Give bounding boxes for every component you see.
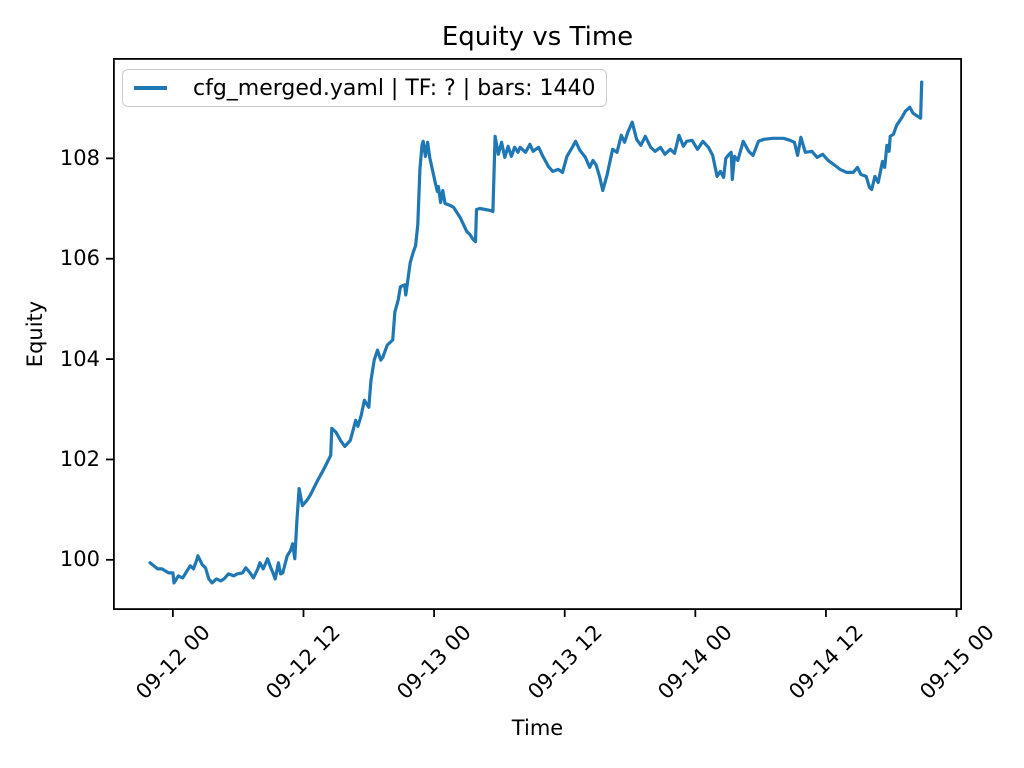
x-tick-label: 09-14 12: [784, 620, 868, 704]
legend-line-swatch: [134, 86, 167, 90]
y-tick-label: 102: [59, 446, 100, 471]
x-tick-label: 09-12 00: [130, 620, 215, 704]
equity-line: [148, 80, 924, 585]
y-tick-label: 104: [59, 346, 100, 371]
y-tick-label: 106: [59, 246, 100, 271]
x-tick-label: 09-12 12: [261, 620, 346, 704]
legend: cfg_merged.yaml | TF: ? | bars: 1440: [122, 69, 607, 107]
x-tick-label: 09-13 00: [392, 620, 476, 704]
legend-label: cfg_merged.yaml | TF: ? | bars: 1440: [193, 75, 596, 101]
chart-title: Equity vs Time: [441, 22, 634, 52]
x-axis-label: Time: [511, 716, 564, 740]
plot-area: [106, 57, 963, 617]
tick-marks: [106, 157, 958, 617]
x-tick-label: 09-15 00: [914, 620, 999, 704]
y-tick-label: 100: [59, 547, 100, 572]
x-tick-label: 09-13 12: [522, 620, 607, 704]
x-tick-label: 09-14 00: [653, 620, 738, 704]
axes-border: [112, 57, 963, 611]
y-tick-label: 108: [59, 145, 100, 170]
